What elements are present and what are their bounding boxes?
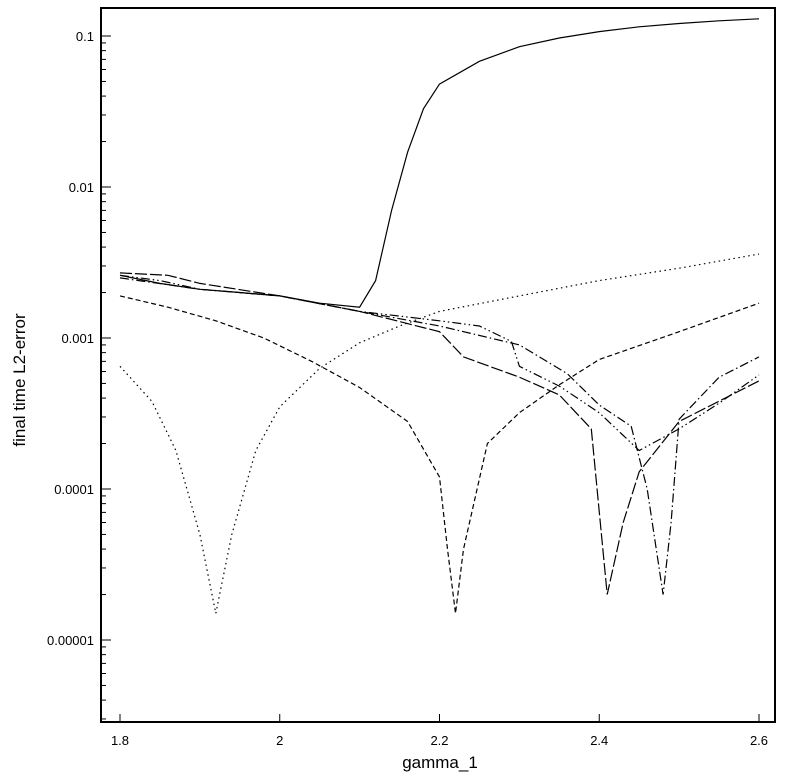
y-axis-label: final time L2-error: [10, 313, 29, 447]
series-line-long-dash: [119, 272, 760, 595]
y-axis-ticks: 0.1 0.01 0.001 0.0001 0.00001: [47, 29, 111, 720]
x-axis-ticks: 1.8 2 2.2 2.4 2.6: [111, 714, 768, 748]
series-line-dash-dot: [119, 277, 760, 595]
y-tick-label: 0.00001: [47, 633, 94, 648]
series-line-dotted: [119, 253, 760, 614]
plot-border: [100, 7, 776, 723]
y-tick-label: 0.01: [69, 180, 94, 195]
x-tick-label: 2.2: [430, 733, 448, 748]
y-tick-label: 0.0001: [54, 482, 94, 497]
x-tick-label: 2.4: [590, 733, 608, 748]
series-layer: [119, 18, 760, 614]
series-line-solid: [119, 18, 760, 308]
series-line-dashed: [119, 295, 760, 614]
plot-frame: [100, 7, 776, 723]
x-tick-label: 2.6: [750, 733, 768, 748]
x-tick-label: 2: [276, 733, 283, 748]
x-axis-label: gamma_1: [402, 753, 478, 772]
x-tick-label: 1.8: [111, 733, 129, 748]
y-tick-label: 0.001: [61, 331, 94, 346]
y-tick-label: 0.1: [76, 29, 94, 44]
series-line-dash-dot-dot: [119, 274, 760, 452]
